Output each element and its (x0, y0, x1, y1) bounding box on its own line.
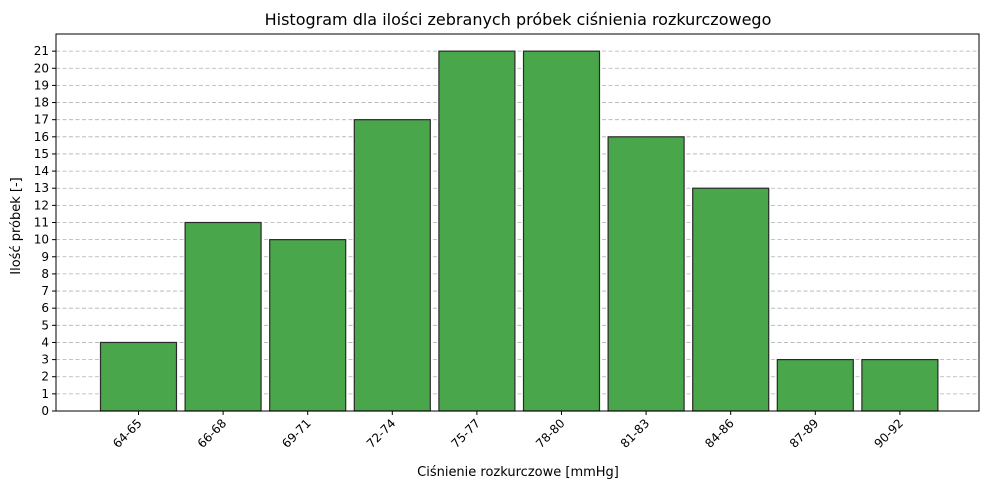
y-tick-label: 21 (34, 44, 49, 58)
y-tick-label: 17 (34, 113, 49, 127)
grid-lines (56, 50, 979, 412)
y-axis-label: Ilość próbek [-] (9, 177, 24, 274)
x-tick-label: 64-65 (110, 416, 145, 451)
x-tick-label: 78-80 (533, 416, 568, 451)
y-tick-label: 3 (41, 353, 49, 367)
y-tick-label: 9 (41, 250, 49, 264)
y-tick-label: 13 (34, 181, 49, 195)
histogram-bar (861, 358, 939, 412)
y-tick-label: 5 (41, 318, 49, 332)
x-tick-label: 75-77 (448, 416, 483, 451)
chart-title: Histogram dla ilości zebranych próbek ci… (265, 10, 772, 29)
y-tick-label: 15 (34, 147, 49, 161)
x-tick-label: 90-92 (871, 416, 906, 451)
x-tick-label: 69-71 (279, 416, 314, 451)
x-tick-label: 87-89 (787, 416, 822, 451)
x-axis-label: Ciśnienie rozkurczowe [mmHg] (417, 465, 619, 480)
y-tick-label: 0 (41, 404, 49, 418)
y-tick-label: 8 (41, 267, 49, 281)
x-tick-label: 81-83 (618, 416, 653, 451)
x-tick-label: 72-74 (364, 416, 399, 451)
histogram-bar (353, 119, 431, 412)
bars (99, 50, 939, 412)
histogram-bar (99, 341, 178, 412)
y-tick-label: 20 (34, 61, 49, 75)
x-tick-label: 84-86 (702, 416, 737, 451)
y-tick-label: 6 (41, 301, 49, 315)
y-tick-label: 1 (41, 387, 49, 401)
y-tick-label: 7 (41, 284, 49, 298)
histogram-bar (438, 50, 516, 412)
x-tick-label: 66-68 (195, 416, 230, 451)
histogram-bar (184, 221, 262, 412)
y-tick-label: 19 (34, 78, 49, 92)
y-tick-label: 16 (34, 130, 49, 144)
y-tick-label: 18 (34, 96, 49, 110)
histogram-bar (776, 358, 854, 412)
histogram-bar (522, 50, 601, 412)
histogram-bar (607, 136, 685, 412)
x-axis-ticks: 64-65 66-68 69-71 72-74 75-77 78-80 81-83 84-86… (110, 411, 906, 451)
y-tick-label: 4 (41, 335, 49, 349)
histogram-bar (269, 239, 347, 412)
y-tick-label: 14 (34, 164, 49, 178)
y-tick-label: 10 (34, 233, 49, 247)
y-tick-label: 11 (34, 216, 49, 230)
y-tick-label: 2 (41, 370, 49, 384)
histogram-bar (692, 187, 770, 412)
y-tick-label: 12 (34, 198, 49, 212)
